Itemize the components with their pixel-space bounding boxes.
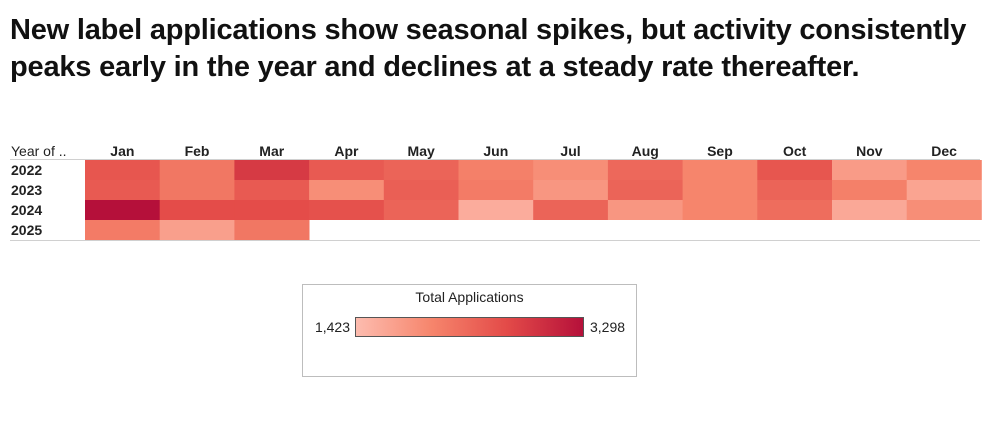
heatmap-cell-2023-apr — [309, 180, 385, 200]
heatmap-cell-2024-aug — [607, 200, 683, 220]
heatmap-cell-2024-jul — [533, 200, 609, 220]
heatmap-cell-2023-jun — [458, 180, 534, 200]
heatmap-cell-2023-jul — [533, 180, 609, 200]
heatmap-cell-2025-jan — [85, 220, 161, 240]
column-label-oct: Oct — [783, 143, 807, 159]
heatmap-cell-2023-nov — [832, 180, 908, 200]
heatmap-cell-2023-aug — [607, 180, 683, 200]
heatmap-cell-2023-may — [383, 180, 459, 200]
row-label-2025: 2025 — [11, 222, 42, 238]
heatmap-cell-2022-jun — [458, 160, 534, 180]
column-label-may: May — [408, 143, 435, 159]
column-label-mar: Mar — [259, 143, 284, 159]
heatmap-cell-2022-jul — [533, 160, 609, 180]
heatmap-cell-2024-mar — [234, 200, 310, 220]
row-label-2022: 2022 — [11, 162, 42, 178]
heatmap-cell-2023-mar — [234, 180, 310, 200]
heatmap-cell-2023-dec — [906, 180, 982, 200]
heatmap-cell-2024-may — [383, 200, 459, 220]
column-label-feb: Feb — [185, 143, 210, 159]
legend-gradient-bar — [355, 317, 584, 337]
heatmap-cell-2023-oct — [757, 180, 833, 200]
heatmap-cell-2024-oct — [757, 200, 833, 220]
heatmap-cell-2024-nov — [832, 200, 908, 220]
chart-title: New label applications show seasonal spi… — [10, 14, 967, 83]
column-label-dec: Dec — [931, 143, 957, 159]
heatmap-cell-2024-feb — [159, 200, 235, 220]
row-label-2024: 2024 — [11, 202, 42, 218]
heatmap-cell-2022-apr — [309, 160, 385, 180]
heatmap-cell-2022-sep — [682, 160, 758, 180]
row-header-label: Year of .. — [11, 143, 67, 159]
heatmap-cell-2024-dec — [906, 200, 982, 220]
column-label-apr: Apr — [334, 143, 359, 159]
heatmap-cell-2025-mar — [234, 220, 310, 240]
heatmap-cell-2024-jan — [85, 200, 161, 220]
legend-min-label: 1,423 — [314, 319, 350, 335]
column-label-nov: Nov — [856, 143, 883, 159]
heatmap-cell-2022-mar — [234, 160, 310, 180]
heatmap-cell-2023-sep — [682, 180, 758, 200]
heatmap-cell-2024-apr — [309, 200, 385, 220]
column-label-jun: Jun — [483, 143, 508, 159]
heatmap-cell-2023-feb — [159, 180, 235, 200]
heatmap-cell-2022-nov — [832, 160, 908, 180]
column-label-sep: Sep — [707, 143, 733, 159]
legend-max-label: 3,298 — [590, 319, 626, 335]
heatmap-cell-2024-sep — [682, 200, 758, 220]
heatmap-cell-2022-may — [383, 160, 459, 180]
heatmap-cell-2025-feb — [159, 220, 235, 240]
column-label-jan: Jan — [110, 143, 134, 159]
heatmap-chart: Year of .. Jan Feb Mar Apr May Jun Jul Aug Sep Oct… — [10, 143, 982, 241]
heatmap-cell-2024-jun — [458, 200, 534, 220]
heatmap-cell-2022-feb — [159, 160, 235, 180]
heatmap-cell-2022-jan — [85, 160, 161, 180]
heatmap-cell-2023-jan — [85, 180, 161, 200]
column-label-jul: Jul — [560, 143, 580, 159]
row-label-2023: 2023 — [11, 182, 42, 198]
heatmap-cell-2022-aug — [607, 160, 683, 180]
heatmap-cell-2022-oct — [757, 160, 833, 180]
legend-title: Total Applications — [415, 289, 524, 305]
heatmap-cell-2022-dec — [906, 160, 982, 180]
column-label-aug: Aug — [632, 143, 659, 159]
color-legend: Total Applications 1,423 3,298 — [302, 284, 637, 377]
